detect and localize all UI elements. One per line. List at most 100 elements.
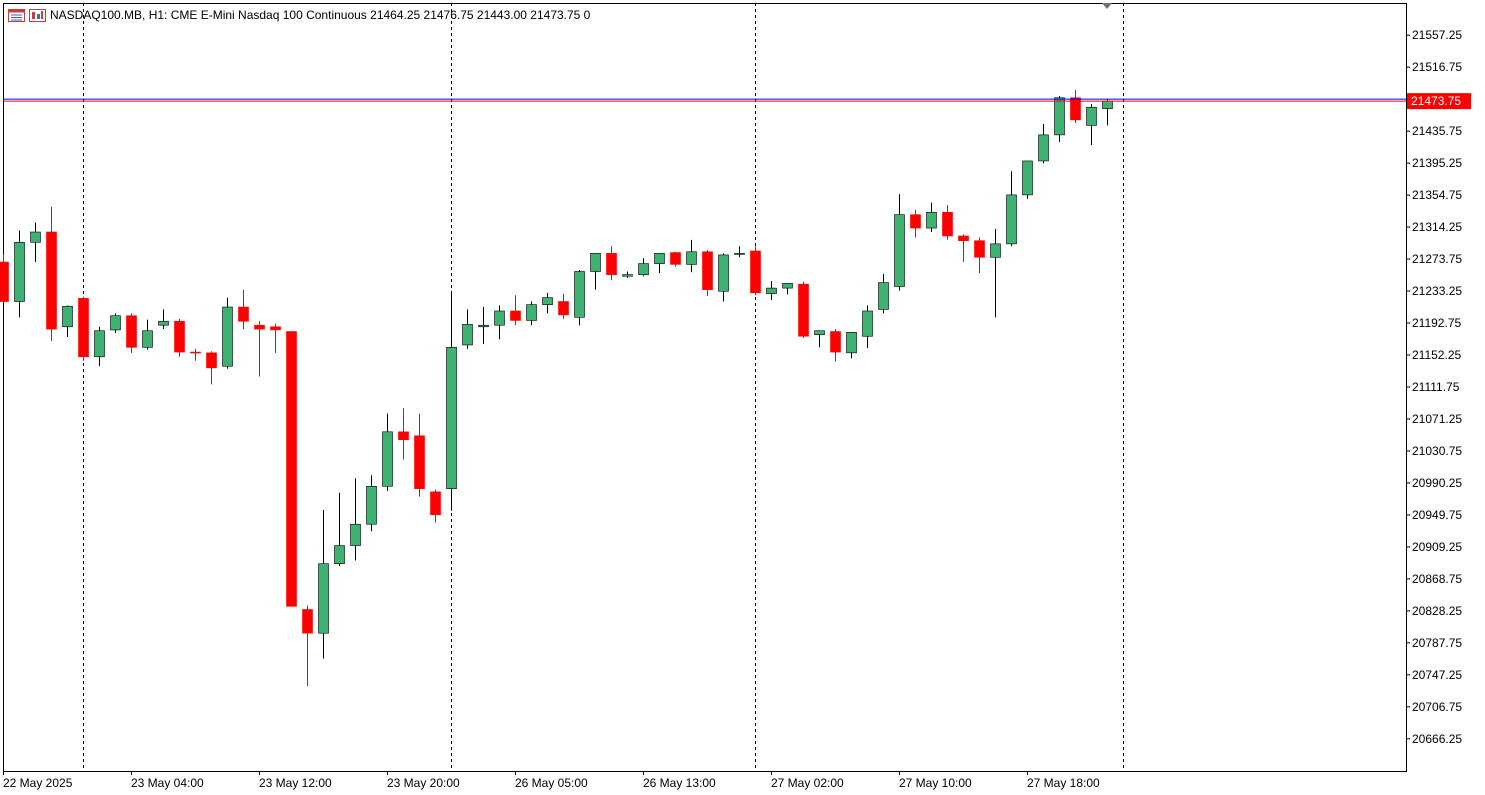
- candle-body: [638, 263, 649, 275]
- candle-body: [174, 320, 185, 353]
- candle-body: [590, 253, 601, 272]
- y-tick-label: 20990.25: [1412, 476, 1462, 490]
- candle-body: [494, 310, 505, 326]
- candle-body: [478, 324, 489, 328]
- candle: [846, 332, 857, 359]
- candle: [1102, 98, 1113, 126]
- candle: [670, 251, 681, 267]
- candle-body: [510, 310, 521, 321]
- candle-body: [382, 431, 393, 487]
- chart-shift-marker-icon[interactable]: [1102, 3, 1112, 9]
- candle: [926, 202, 937, 233]
- candle: [94, 326, 105, 367]
- y-tick-label: 21435.75: [1412, 124, 1462, 138]
- y-tick-label: 20747.25: [1412, 668, 1462, 682]
- y-tick-label: 21314.25: [1412, 220, 1462, 234]
- candle-body: [1086, 106, 1097, 126]
- y-tick-label: 21233.25: [1412, 284, 1462, 298]
- candle: [878, 273, 889, 314]
- candle: [1054, 96, 1065, 142]
- candle: [190, 348, 201, 361]
- y-tick-label: 21192.75: [1412, 316, 1461, 330]
- y-tick-label: 20868.75: [1412, 572, 1462, 586]
- candle-body: [1054, 97, 1065, 136]
- candle: [302, 605, 313, 687]
- candle: [558, 293, 569, 319]
- candle: [206, 351, 217, 385]
- candle-body: [366, 486, 377, 525]
- candle-body: [558, 301, 569, 316]
- candle: [1070, 89, 1081, 124]
- candle: [238, 289, 249, 330]
- candle-body: [606, 253, 617, 275]
- candle-body: [414, 435, 425, 489]
- candle-body: [958, 235, 969, 242]
- candle-body: [542, 297, 553, 305]
- candle-body: [1038, 134, 1049, 162]
- chart-window-icon[interactable]: [8, 8, 25, 22]
- candle: [814, 330, 825, 348]
- y-tick-label: 21273.75: [1412, 252, 1462, 266]
- candle-body: [190, 351, 201, 354]
- candle: [414, 413, 425, 497]
- candle-body: [862, 310, 873, 337]
- candle: [366, 475, 377, 532]
- candle-body: [350, 523, 361, 546]
- candle: [718, 253, 729, 302]
- candle-body: [462, 324, 473, 346]
- candle-body: [574, 271, 585, 318]
- candle-body: [222, 306, 233, 367]
- candle-body: [990, 243, 1001, 258]
- candle: [350, 478, 361, 561]
- y-tick-label: 20828.25: [1412, 604, 1462, 618]
- candle-body: [878, 282, 889, 310]
- y-tick-label: 20949.75: [1412, 508, 1462, 522]
- y-tick-label: 21395.25: [1412, 156, 1462, 170]
- candle-body: [334, 545, 345, 564]
- y-tick-label: 20706.75: [1412, 700, 1462, 714]
- candle-body: [14, 241, 25, 302]
- chart-type-icon[interactable]: [29, 8, 46, 22]
- y-tick-label: 21030.75: [1412, 444, 1462, 458]
- candle-body: [30, 231, 41, 243]
- candle: [894, 194, 905, 291]
- candle-body: [254, 324, 265, 330]
- candle: [526, 301, 537, 326]
- symbol-info: NASDAQ100.MB, H1: CME E-Mini Nasdaq 100 …: [50, 8, 591, 22]
- y-tick-label: 21111.75: [1412, 380, 1460, 394]
- candle-body: [430, 491, 441, 516]
- candle: [0, 254, 9, 302]
- candle: [382, 413, 393, 492]
- candle-body: [62, 305, 73, 328]
- candle-body: [702, 251, 713, 290]
- x-tick-label: 27 May 10:00: [899, 776, 972, 790]
- candle-body: [206, 352, 217, 369]
- candle: [158, 309, 169, 330]
- chart-header: NASDAQ100.MB, H1: CME E-Mini Nasdaq 100 …: [8, 8, 590, 22]
- candle-body: [158, 320, 169, 326]
- candle: [1022, 160, 1033, 199]
- candle-body: [750, 250, 761, 294]
- candle: [110, 313, 121, 334]
- x-tick-label: 26 May 05:00: [515, 776, 588, 790]
- candle-body: [622, 274, 633, 277]
- candle: [286, 331, 297, 607]
- candle: [430, 489, 441, 523]
- candle: [318, 509, 329, 659]
- candle: [782, 283, 793, 295]
- candle: [958, 234, 969, 263]
- candle-body: [894, 214, 905, 287]
- candle: [542, 292, 553, 314]
- current-price-label: 21473.75: [1411, 94, 1461, 108]
- candle-body: [110, 315, 121, 331]
- candle: [46, 206, 57, 341]
- y-tick-label: 20909.25: [1412, 540, 1462, 554]
- candle-body: [142, 330, 153, 348]
- y-tick-label: 21557.25: [1412, 28, 1462, 42]
- candle-body: [270, 326, 281, 331]
- y-tick-label: 20666.25: [1412, 732, 1462, 746]
- candle: [446, 293, 457, 511]
- candle-body: [0, 261, 9, 302]
- x-tick-label: 22 May 2025: [3, 776, 73, 790]
